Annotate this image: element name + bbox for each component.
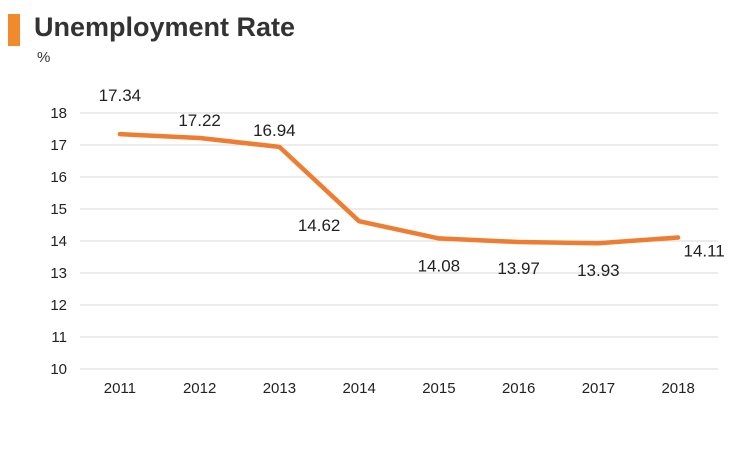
data-labels: 17.34 17.22 16.94 14.62 14.08 13.97 13.93 14.11 bbox=[99, 86, 725, 280]
series-line bbox=[117, 131, 681, 246]
y-tick-label: 15 bbox=[50, 201, 67, 218]
data-label: 16.94 bbox=[253, 121, 296, 140]
x-axis-ticks: 2011 2012 2013 2014 2015 2016 2017 2018 bbox=[104, 380, 695, 397]
x-tick-label: 2013 bbox=[263, 380, 296, 397]
x-tick-label: 2018 bbox=[661, 380, 694, 397]
x-tick-label: 2011 bbox=[104, 380, 136, 397]
y-tick-label: 18 bbox=[50, 105, 67, 122]
y-tick-label: 12 bbox=[50, 297, 67, 314]
chart-title: Unemployment Rate bbox=[34, 12, 296, 42]
x-tick-label: 2012 bbox=[183, 380, 216, 397]
data-label: 14.62 bbox=[298, 216, 341, 235]
y-unit-label: % bbox=[37, 49, 51, 66]
data-label: 17.34 bbox=[99, 86, 142, 105]
y-tick-label: 16 bbox=[50, 169, 67, 186]
x-tick-label: 2017 bbox=[582, 380, 615, 397]
data-label: 13.93 bbox=[577, 261, 620, 280]
data-label: 14.11 bbox=[683, 241, 724, 260]
y-axis-ticks: 10 11 12 13 14 15 16 17 18 bbox=[50, 105, 67, 378]
y-tick-label: 11 bbox=[51, 329, 67, 346]
y-tick-label: 14 bbox=[50, 233, 67, 250]
data-label: 13.97 bbox=[497, 259, 540, 278]
x-tick-label: 2015 bbox=[422, 380, 455, 397]
y-tick-label: 17 bbox=[50, 137, 67, 154]
y-tick-label: 10 bbox=[50, 361, 67, 378]
y-tick-label: 13 bbox=[50, 265, 67, 282]
x-tick-label: 2014 bbox=[342, 380, 375, 397]
data-label: 17.22 bbox=[178, 111, 221, 130]
series-line-layer bbox=[117, 131, 681, 246]
data-label: 14.08 bbox=[418, 256, 461, 275]
title-accent-bar bbox=[8, 14, 20, 46]
x-tick-label: 2016 bbox=[502, 380, 535, 397]
